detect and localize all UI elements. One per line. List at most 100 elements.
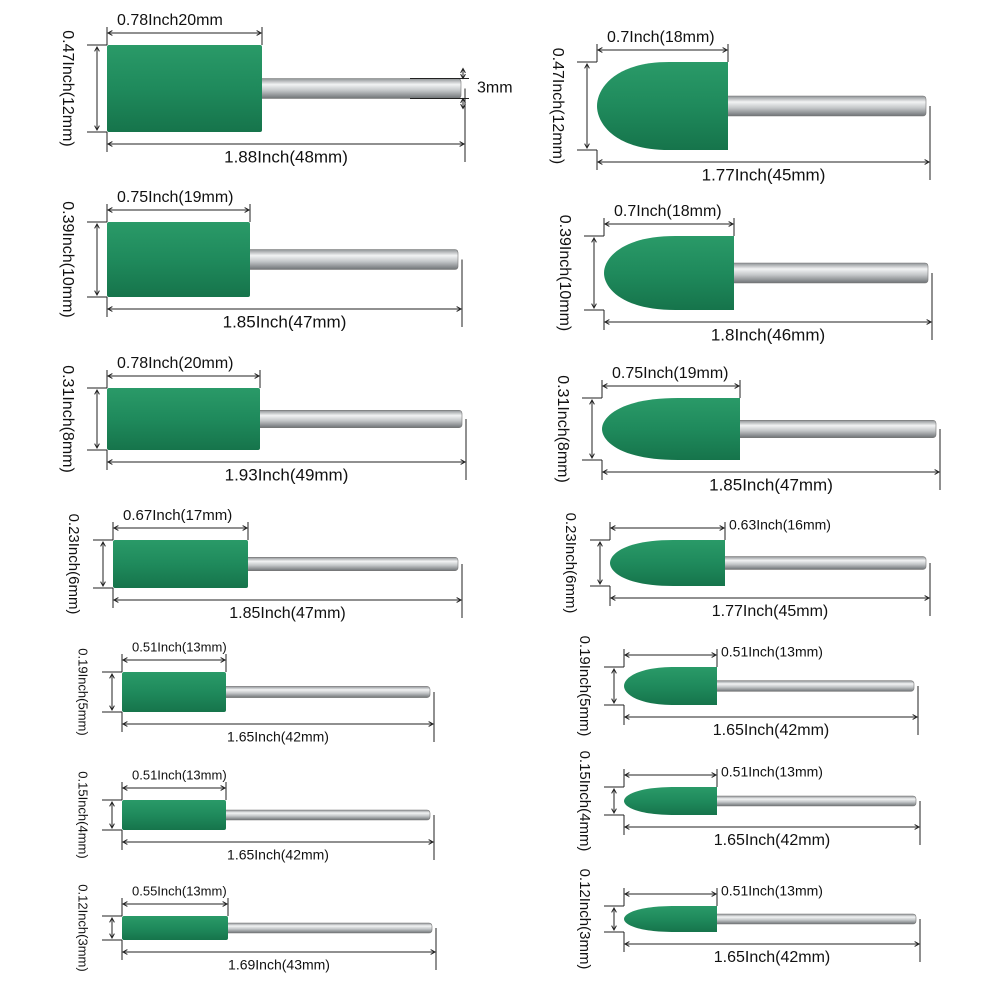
arrow-head <box>106 207 113 213</box>
head-label: 0.63Inch(16mm) <box>729 517 831 533</box>
burr-item <box>107 222 459 297</box>
arrow-head <box>220 657 227 663</box>
stone-head <box>107 222 250 297</box>
arrow-head <box>596 159 603 165</box>
arrow-head <box>430 949 437 955</box>
arrow-head <box>603 221 610 227</box>
head-label: 0.78Inch20mm <box>117 12 223 29</box>
arrow-head <box>711 652 718 658</box>
burr-item <box>624 667 915 705</box>
height-label: 0.23Inch(6mm) <box>65 514 82 615</box>
arrow-head <box>456 597 463 603</box>
arrow-head <box>597 540 603 547</box>
arrow-head <box>106 306 113 312</box>
arrow-head <box>256 30 263 36</box>
arrow-head <box>460 67 466 74</box>
arrow-head <box>591 303 597 310</box>
stone-head <box>122 672 226 712</box>
arrow-head <box>711 891 718 897</box>
length-label: 1.69Inch(43mm) <box>228 957 330 973</box>
arrow-head <box>589 398 595 405</box>
length-label: 1.85Inch(47mm) <box>229 605 346 622</box>
stone-head <box>107 45 262 132</box>
arrow-head <box>459 141 466 147</box>
height-label: 0.23Inch(6mm) <box>562 513 579 614</box>
burr-item <box>107 388 463 450</box>
burr-item <box>122 916 433 940</box>
arrow-head <box>428 839 435 845</box>
arrow-head <box>121 949 128 955</box>
arrow-head <box>623 824 630 830</box>
arrow-head <box>734 383 741 389</box>
burr-item <box>113 540 459 588</box>
head-label: 0.51Inch(13mm) <box>721 883 823 899</box>
arrow-head <box>121 721 128 727</box>
arrow-head <box>623 652 630 658</box>
arrow-head <box>603 319 610 325</box>
stone-head <box>624 906 717 932</box>
arrow-head <box>428 721 435 727</box>
arrow-head <box>121 901 128 907</box>
stone-head <box>122 800 226 830</box>
arrow-head <box>611 925 617 932</box>
arrow-head <box>609 595 616 601</box>
shaft <box>735 420 937 438</box>
length-label: 1.8Inch(46mm) <box>711 325 825 344</box>
length-label: 1.65Inch(42mm) <box>714 832 831 849</box>
arrow-head <box>623 772 630 778</box>
length-label: 1.65Inch(42mm) <box>227 847 329 863</box>
stone-head <box>624 667 717 705</box>
burr-item <box>597 62 927 150</box>
arrow-head <box>109 705 115 712</box>
arrow-head <box>584 143 590 150</box>
arrow-head <box>914 824 921 830</box>
head-label: 0.51Inch(13mm) <box>132 639 227 654</box>
arrow-head <box>728 221 735 227</box>
arrow-head <box>611 698 617 705</box>
arrow-head <box>591 236 597 243</box>
arrow-head <box>106 30 113 36</box>
stone-head <box>597 62 728 150</box>
arrow-head <box>254 373 261 379</box>
arrow-head <box>601 469 608 475</box>
arrow-head <box>100 581 106 588</box>
arrow-head <box>244 207 251 213</box>
arrow-head <box>106 373 113 379</box>
arrow-head <box>609 525 616 531</box>
arrow-head <box>109 800 115 807</box>
stone-head <box>107 388 260 450</box>
shaft <box>257 78 462 99</box>
head-label: 0.7Inch(18mm) <box>607 29 715 46</box>
length-label: 1.65Inch(42mm) <box>713 722 830 739</box>
height-label: 0.39Inch(10mm) <box>59 201 76 318</box>
arrow-head <box>109 933 115 940</box>
arrow-head <box>611 787 617 794</box>
length-label: 1.93Inch(49mm) <box>225 465 349 484</box>
length-label: 1.65Inch(42mm) <box>714 949 831 966</box>
arrow-head <box>456 306 463 312</box>
arrow-head <box>924 595 931 601</box>
length-label: 1.85Inch(47mm) <box>709 475 833 494</box>
arrow-head <box>914 941 921 947</box>
arrow-head <box>460 103 466 110</box>
head-label: 0.67Inch(17mm) <box>123 507 232 524</box>
shaft <box>223 922 433 934</box>
arrow-head <box>719 525 726 531</box>
burr-item <box>610 540 927 586</box>
head-label: 0.75Inch(19mm) <box>117 189 234 206</box>
shaft <box>712 680 915 692</box>
height-label: 0.15Inch(4mm) <box>576 751 593 852</box>
head-label: 0.51Inch(13mm) <box>721 764 823 780</box>
arrow-head <box>100 540 106 547</box>
burr-item <box>122 800 431 830</box>
head-label: 0.78Inch(20mm) <box>117 355 234 372</box>
shaft <box>723 95 927 117</box>
height-label: 0.47Inch(12mm) <box>59 30 76 147</box>
height-label: 0.47Inch(12mm) <box>549 48 566 165</box>
arrow-head <box>94 443 100 450</box>
height-label: 0.31Inch(8mm) <box>59 365 76 473</box>
shaft-note: 3mm <box>477 80 513 97</box>
burr-item <box>624 906 917 932</box>
shaft <box>729 262 929 284</box>
